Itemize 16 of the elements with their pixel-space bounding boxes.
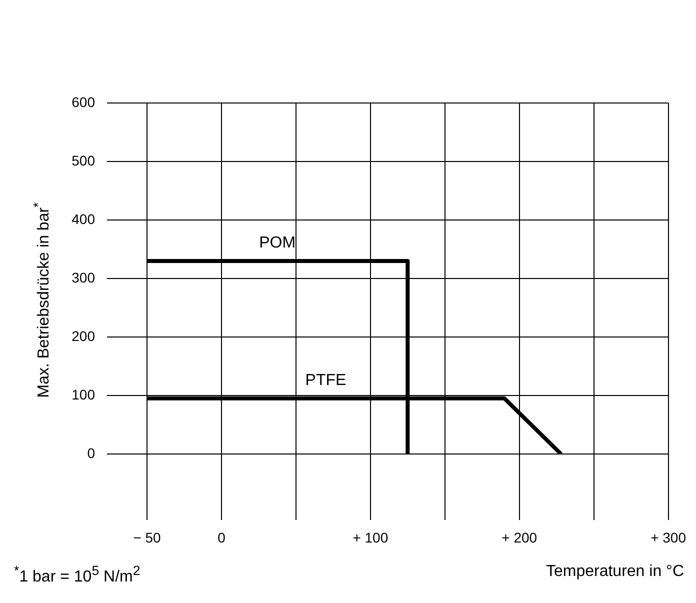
text: $^{*}$1 bar = 10$^{5}$ N/m$^{2}$ [14, 563, 140, 586]
series-label: POM [259, 234, 296, 252]
x-tick-label: + 300 [650, 529, 686, 546]
x-tick-label: 0 [218, 529, 226, 546]
y-tick-label: 400 [72, 210, 96, 227]
series-label: PTFE [305, 372, 346, 389]
y-tick-label: 600 [72, 94, 96, 110]
y-tick-label: 300 [72, 269, 96, 286]
y-tick-label: 200 [72, 328, 96, 344]
x-tick-label: − 50 [133, 529, 162, 546]
y-tick-label: 500 [72, 152, 96, 168]
x-tick-label: + 200 [502, 529, 538, 546]
y-tick-label: 100 [72, 386, 96, 402]
x-tick-label: + 100 [352, 529, 388, 546]
x-axis-title: Temperaturen in °C [546, 563, 684, 581]
y-tick-label: 0 [87, 444, 96, 461]
